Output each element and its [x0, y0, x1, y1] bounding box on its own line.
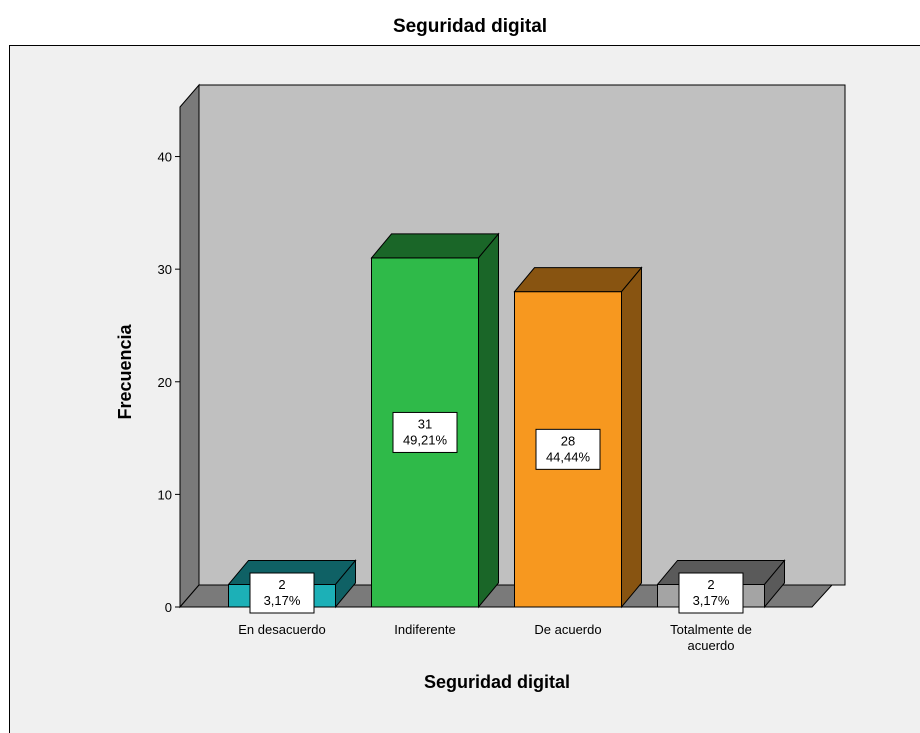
data-label-percent-3: 3,17% — [693, 593, 730, 608]
y-tick-label-4: 40 — [158, 150, 172, 165]
data-label-box-0 — [249, 572, 315, 614]
chart-title: Seguridad digital — [392, 16, 548, 37]
side-wall — [179, 83, 200, 609]
bar-side-2 — [621, 266, 642, 609]
category-label-1: Indiferente — [394, 622, 455, 637]
data-label-value-0: 2 — [278, 577, 285, 592]
y-axis-title: Frecuencia — [115, 323, 135, 419]
y-tick-label-0: 0 — [165, 600, 172, 615]
data-label-box-1 — [392, 411, 458, 453]
bar-side-0 — [335, 559, 356, 609]
data-label-value-3: 2 — [707, 577, 714, 592]
data-label-value-2: 28 — [561, 433, 575, 448]
data-label-box-2 — [535, 428, 601, 470]
bar-top-1 — [370, 233, 500, 259]
data-label-percent-2: 44,44% — [546, 449, 591, 464]
category-label-3: Totalmente de — [670, 622, 752, 637]
bar-side-3 — [764, 559, 785, 609]
data-label-box-3 — [678, 572, 744, 614]
data-label-percent-0: 3,17% — [264, 593, 301, 608]
bar-top-2 — [513, 267, 643, 293]
data-label-percent-1: 49,21% — [403, 432, 448, 447]
x-axis-title: Seguridad digital — [424, 672, 570, 692]
y-tick-label-2: 20 — [158, 375, 172, 390]
category-label-0: En desacuerdo — [238, 622, 325, 637]
y-tick-label-3: 30 — [158, 262, 172, 277]
data-label-value-1: 31 — [418, 416, 432, 431]
category-label-2: De acuerdo — [534, 622, 601, 637]
y-tick-label-1: 10 — [158, 487, 172, 502]
bar-side-1 — [478, 232, 499, 609]
category-label-3-line2: acuerdo — [688, 638, 735, 653]
